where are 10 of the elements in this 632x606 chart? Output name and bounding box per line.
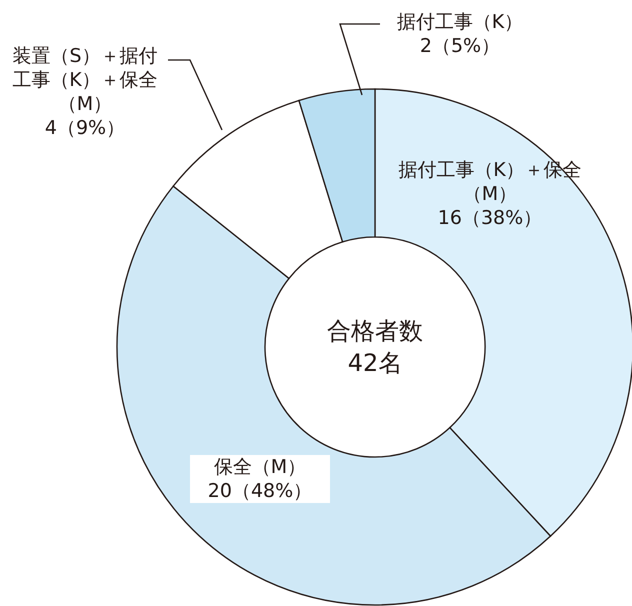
slice-label: 据付工事（K）＋保全（M）	[397, 158, 583, 206]
data-label: 4（9%）	[44, 116, 126, 140]
slice-label: 保全（M）	[212, 455, 308, 479]
slice-label: 据付工事（K）	[396, 10, 524, 34]
slice-label: 装置（S）＋据付工事（K）＋保全（M）	[11, 44, 159, 116]
data-label: 16（38%）	[436, 206, 544, 230]
text: 合格者数	[326, 316, 424, 347]
data-label: 20（48%）	[206, 479, 314, 503]
text: 42名	[346, 348, 404, 379]
data-label: 2（5%）	[418, 34, 502, 58]
